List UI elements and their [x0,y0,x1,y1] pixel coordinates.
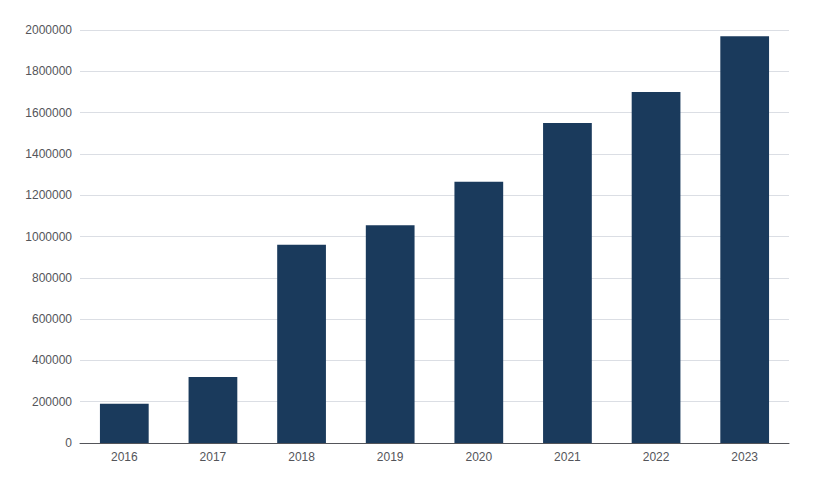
svg-text:2021: 2021 [554,450,581,464]
svg-text:1800000: 1800000 [25,64,72,78]
svg-text:2017: 2017 [200,450,227,464]
svg-text:2022: 2022 [643,450,670,464]
svg-text:2023: 2023 [731,450,758,464]
svg-text:400000: 400000 [32,353,72,367]
svg-text:600000: 600000 [32,312,72,326]
svg-text:0: 0 [65,436,72,450]
svg-text:2018: 2018 [288,450,315,464]
svg-text:2000000: 2000000 [25,23,72,37]
svg-text:2019: 2019 [377,450,404,464]
svg-text:1400000: 1400000 [25,147,72,161]
svg-text:1200000: 1200000 [25,188,72,202]
svg-text:200000: 200000 [32,395,72,409]
svg-text:1000000: 1000000 [25,230,72,244]
svg-text:800000: 800000 [32,271,72,285]
svg-text:2016: 2016 [111,450,138,464]
svg-text:2020: 2020 [465,450,492,464]
svg-text:1600000: 1600000 [25,106,72,120]
